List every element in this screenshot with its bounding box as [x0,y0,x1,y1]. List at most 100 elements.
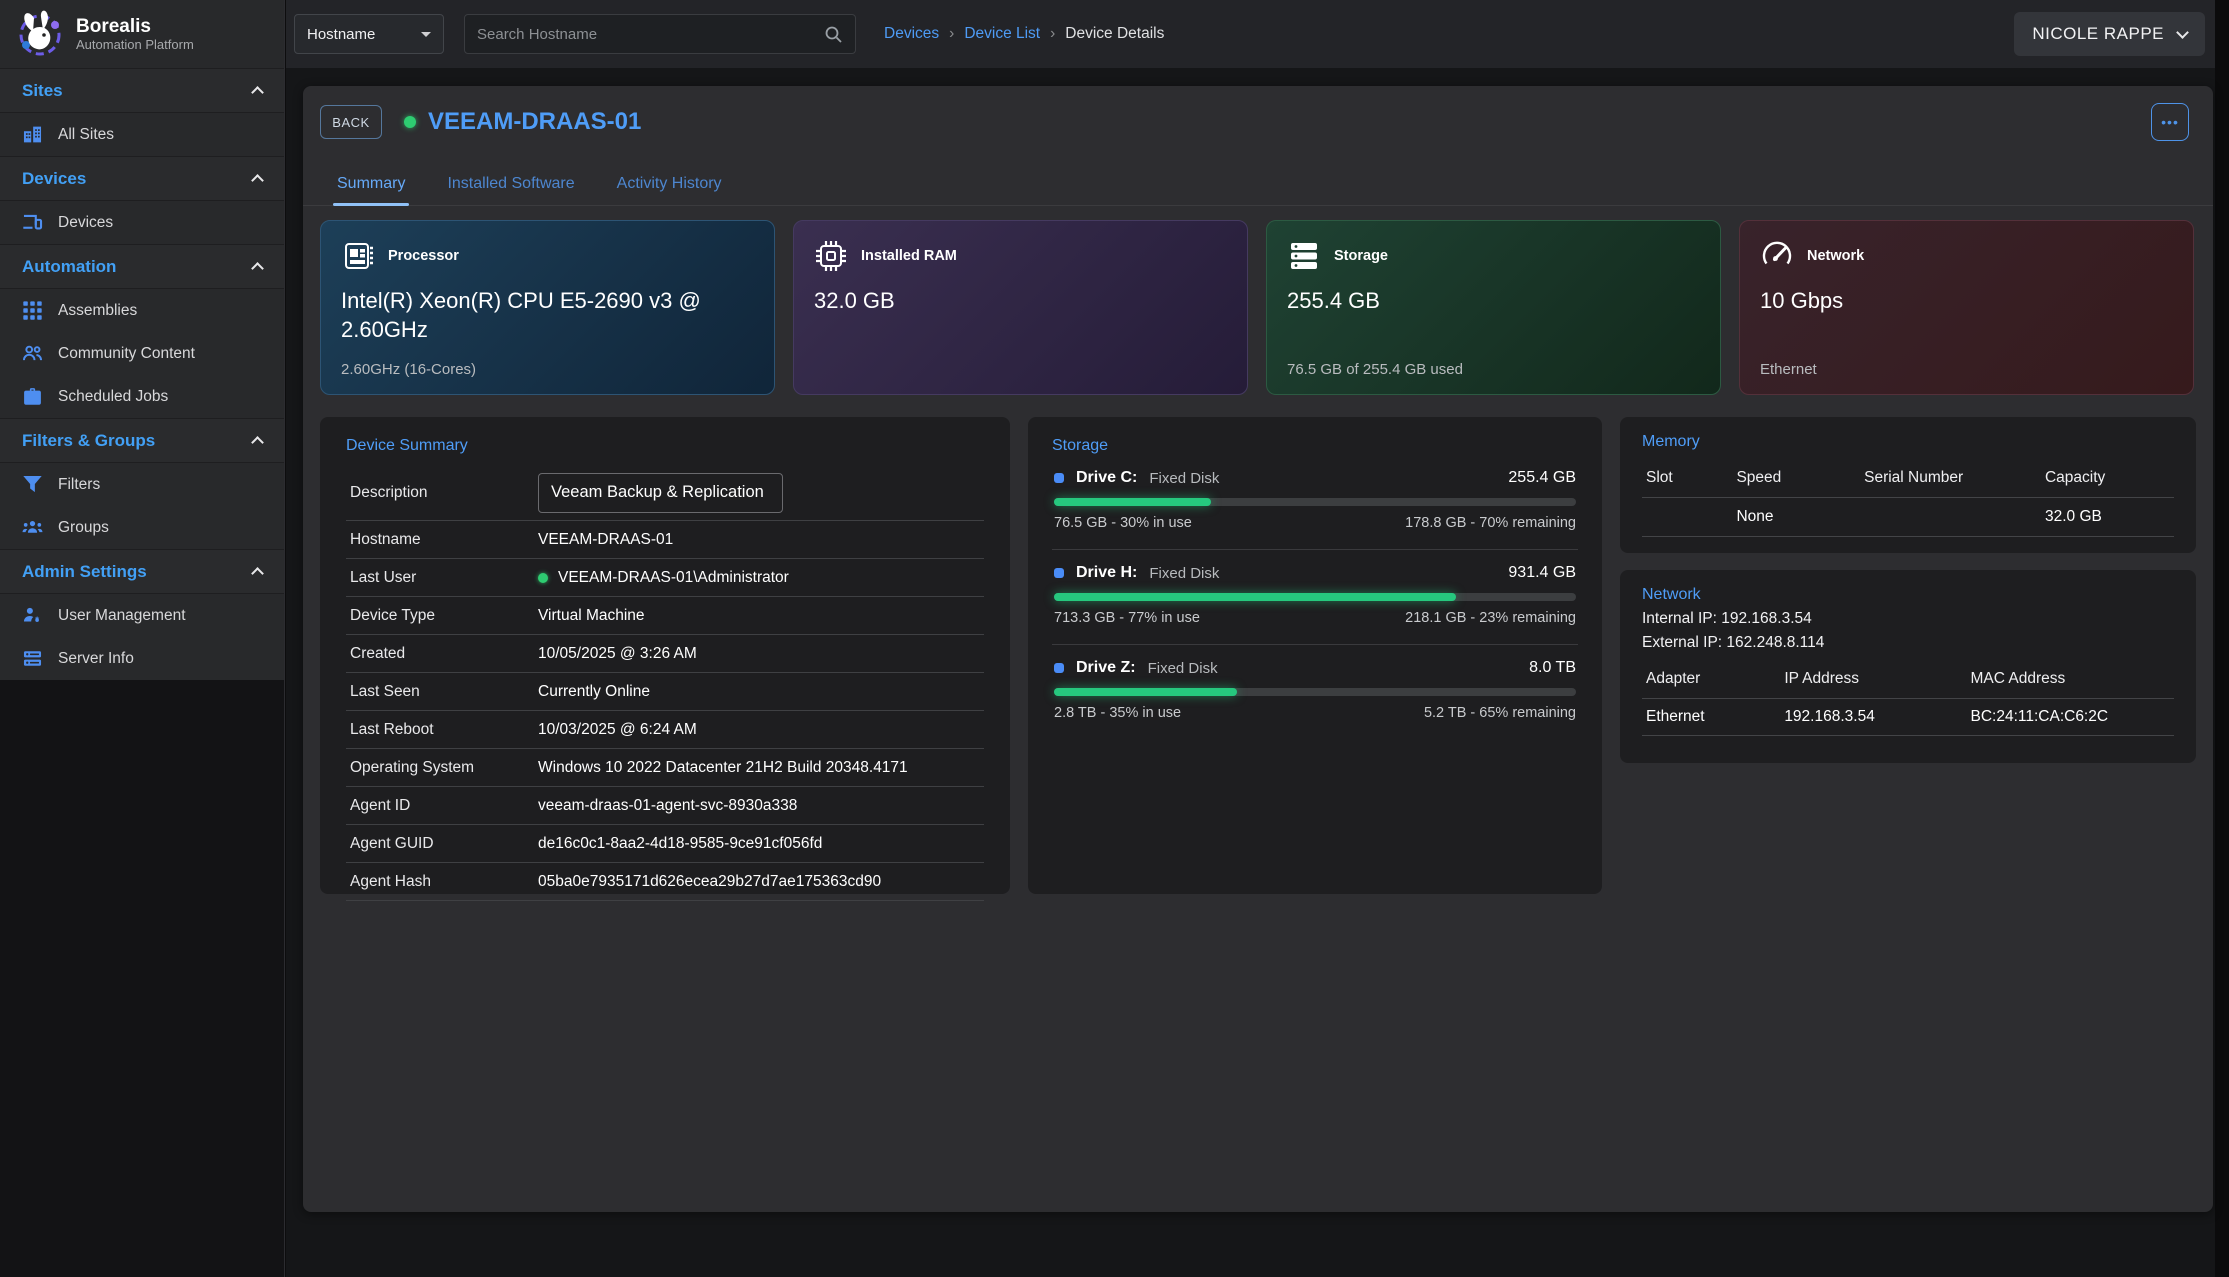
drive-bullet-icon [1054,663,1064,673]
drive-used-text: 76.5 GB - 30% in use [1054,515,1192,531]
sidebar-item-server-info[interactable]: Server Info [0,637,284,680]
chevron-up-icon [251,567,264,580]
stat-card-sub: Ethernet [1760,361,1817,378]
stat-card-value: 10 Gbps [1760,288,1844,313]
sidebar-section-devices[interactable]: Devices [0,157,284,201]
sidebar-section-sites[interactable]: Sites [0,69,284,113]
cpu-icon [345,243,373,269]
drive-remaining-text: 178.8 GB - 70% remaining [1405,515,1576,531]
memory-table: Slot Speed Serial Number Capacity None 3… [1642,463,2174,537]
online-status-icon [538,572,548,583]
divider [1052,644,1578,645]
sidebar-item-user-management[interactable]: User Management [0,594,284,637]
selected-filter-label: Hostname [307,25,376,43]
stat-card-value: 255.4 GB [1287,288,1380,313]
memory-capacity-cell: 32.0 GB [2044,508,2102,525]
speedometer-icon [1762,241,1792,265]
sidebar-item-label: Devices [58,213,114,231]
sidebar-item-label: All Sites [58,125,114,143]
network-adapters-table: Adapter IP Address MAC Address Ethernet … [1642,666,2174,736]
divider [1642,536,2174,537]
groups-icon [22,520,43,533]
tab-activity-history[interactable]: Activity History [616,175,722,192]
drive-row-h: Drive H: Fixed Disk 931.4 GB 713.3 GB - … [1052,550,1578,630]
grid-icon [23,301,42,320]
row-label: Description [350,483,428,501]
summary-row-agent-guid: Agent GUID de16c0c1-8aa2-4d18-9585-9ce91… [346,825,984,863]
sidebar-section-filters-groups[interactable]: Filters & Groups [0,419,284,463]
more-actions-button[interactable]: ••• [2151,103,2189,141]
panel-title: Memory [1642,433,1700,450]
user-menu-button[interactable]: NICOLE RAPPE [2014,12,2205,56]
column-header: Slot [1646,469,1673,486]
sidebar-section-admin-settings[interactable]: Admin Settings [0,550,284,594]
back-button[interactable]: BACK [320,105,382,139]
drive-row-c: Drive C: Fixed Disk 255.4 GB 76.5 GB - 3… [1052,455,1578,535]
sidebar-item-label: User Management [58,606,186,624]
sidebar-item-all-sites[interactable]: All Sites [0,113,284,156]
sidebar-item-filters[interactable]: Filters [0,463,284,506]
search-field-select[interactable]: Hostname [294,14,444,54]
drive-bullet-icon [1054,473,1064,483]
panel-title: Network [1642,586,1701,603]
drive-usage-bar [1054,688,1576,696]
column-header: MAC Address [1970,670,2066,687]
row-label: Created [350,644,406,662]
row-label: Last Seen [350,682,420,700]
drive-bullet-icon [1054,568,1064,578]
adapter-name-cell: Ethernet [1646,708,1705,725]
drive-size: 931.4 GB [1508,564,1576,581]
storage-stat-card: Storage 255.4 GB 76.5 GB of 255.4 GB use… [1266,220,1721,395]
stat-card-label: Network [1807,248,1865,264]
memory-speed-cell: None [1736,508,1774,525]
column-header: IP Address [1784,670,1859,687]
network-stat-card: Network 10 Gbps Ethernet [1739,220,2194,395]
row-label: Agent Hash [350,872,431,890]
divider [1642,735,2174,736]
row-value: VEEAM-DRAAS-01 [538,530,674,548]
sidebar-item-scheduled-jobs[interactable]: Scheduled Jobs [0,375,284,418]
drive-used-text: 713.3 GB - 77% in use [1054,610,1200,626]
filter-icon [23,475,42,493]
breadcrumb-device-list[interactable]: Device List [964,25,1041,42]
drive-type: Fixed Disk [1149,469,1220,487]
chevron-up-icon [251,174,264,187]
summary-row-operating-system: Operating System Windows 10 2022 Datacen… [346,749,984,787]
row-label: Agent ID [350,796,411,814]
tab-summary[interactable]: Summary [333,167,410,206]
sidebar-item-assemblies[interactable]: Assemblies [0,289,284,332]
sidebar-item-groups[interactable]: Groups [0,506,284,549]
search-input[interactable] [477,25,824,43]
drive-size: 255.4 GB [1508,469,1576,486]
stat-card-value: 32.0 GB [814,288,895,313]
stat-card-sub: 2.60GHz (16-Cores) [341,361,477,378]
stat-card-label: Processor [388,248,459,264]
section-label: Sites [22,80,63,100]
column-header: Speed [1736,469,1782,486]
tab-installed-software[interactable]: Installed Software [447,175,575,192]
installed-ram-stat-card: Installed RAM 32.0 GB [793,220,1248,395]
sidebar-item-community-content[interactable]: Community Content [0,332,284,375]
memory-panel: Memory Slot Speed Serial Number Capacity… [1620,417,2196,553]
devices-icon [23,214,43,230]
device-details-card: BACK VEEAM-DRAAS-01 ••• Summary Installe… [303,86,2213,1212]
chevron-up-icon [251,436,264,449]
search-box[interactable] [464,14,856,54]
breadcrumb-separator: › [1050,25,1056,42]
search-icon[interactable] [824,25,843,44]
sidebar-section-automation[interactable]: Automation [0,245,284,289]
stat-card-label: Installed RAM [861,248,957,264]
description-input[interactable] [538,472,783,513]
topbar: Hostname Devices › Device List › Device … [286,0,2215,68]
breadcrumb-devices[interactable]: Devices [884,25,940,42]
breadcrumb-separator: › [949,25,955,42]
row-label: Agent GUID [350,834,434,852]
building-icon [23,126,42,143]
stat-card-label: Storage [1334,248,1388,264]
summary-row-last-seen: Last Seen Currently Online [346,673,984,711]
sidebar-item-devices[interactable]: Devices [0,201,284,244]
scrollbar-track[interactable] [2215,0,2229,1277]
device-summary-panel: Device Summary Description Hostname VEEA… [320,417,1010,901]
divider [1642,698,2174,699]
